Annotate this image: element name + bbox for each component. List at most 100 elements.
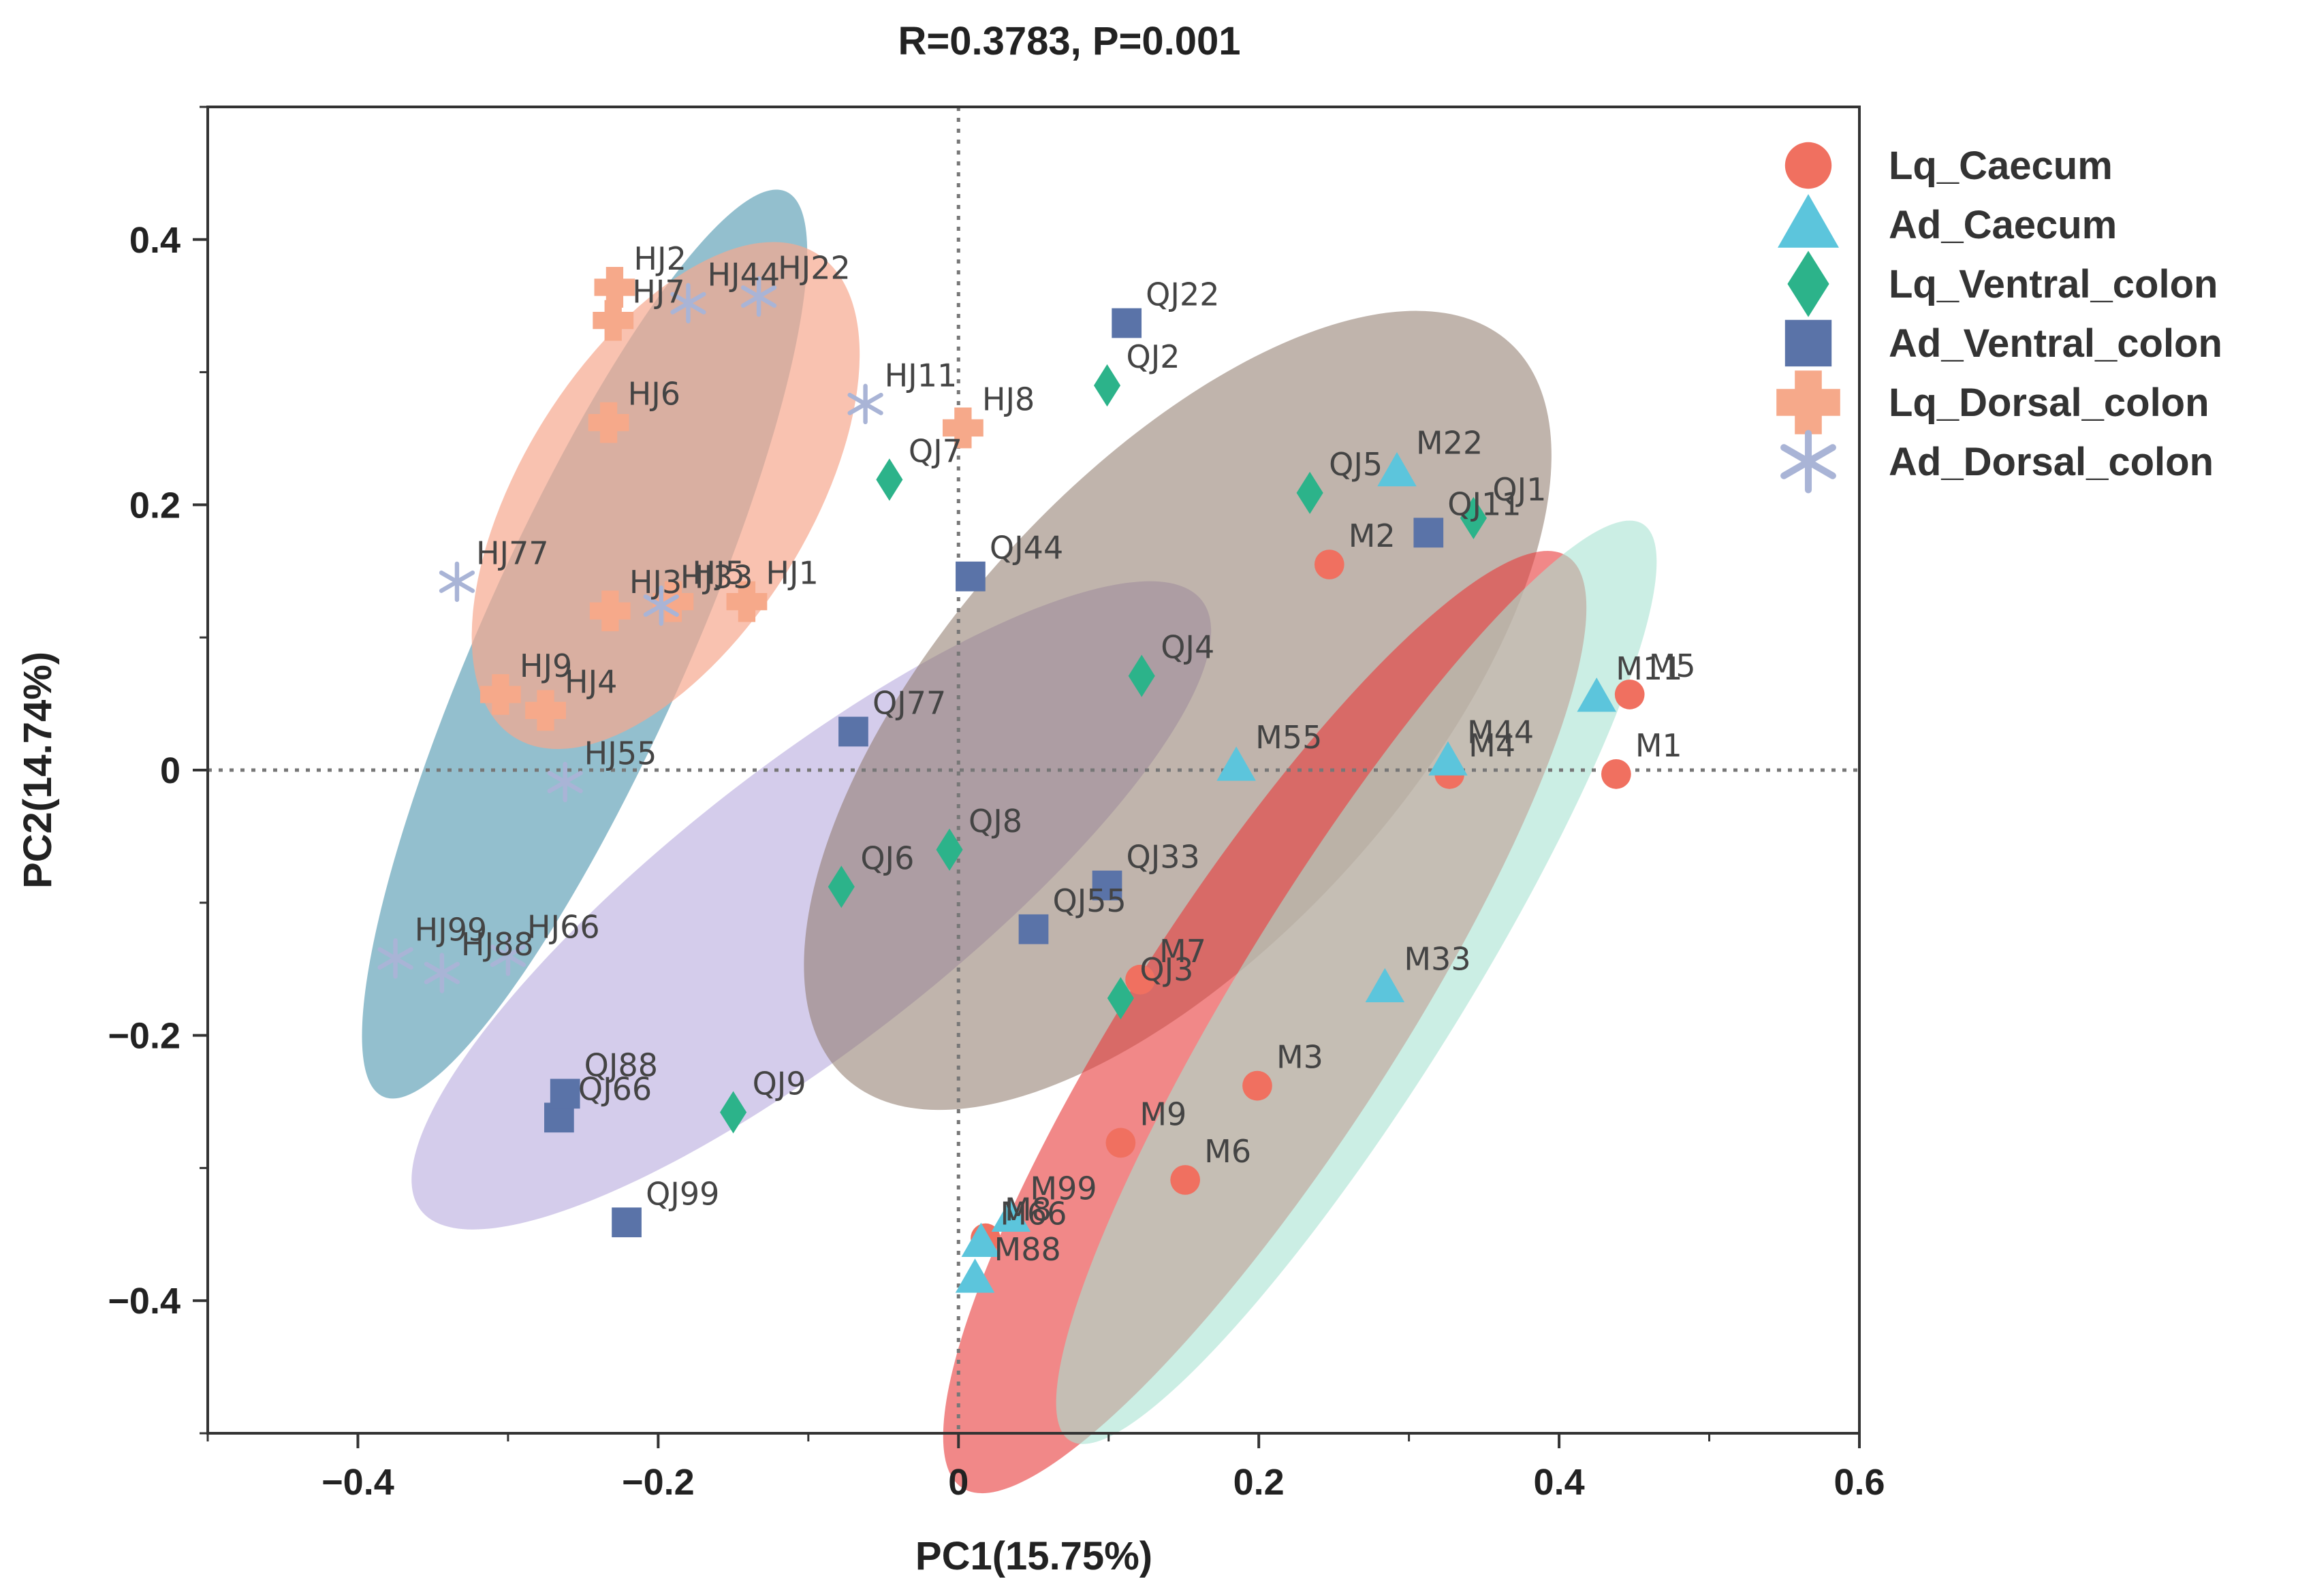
point-lq-caecum [1125, 964, 1155, 995]
point-lq-caecum [1614, 680, 1645, 709]
point-label: QJ99 [646, 1175, 719, 1212]
legend-marker-ad-dorsal-colon [1780, 430, 1836, 494]
point-lq-caecum [1105, 1128, 1136, 1158]
point-ad-ventral-colon [612, 1207, 642, 1238]
point-label: HJ7 [632, 274, 685, 310]
point-label: HJ8 [982, 381, 1035, 417]
point-ad-caecum [1377, 451, 1417, 487]
point-label: M7 [1159, 933, 1206, 970]
y-tick-label: 0.4 [129, 220, 180, 261]
point-lq-ventral-colon [1107, 977, 1134, 1020]
point-lq-ventral-colon [1296, 471, 1323, 514]
y-tick-label: −0.2 [108, 1016, 180, 1057]
point-lq-ventral-colon [876, 458, 903, 501]
plot-area: −0.4 −0.2 0 0.2 0.4 0.6 −0.4−0.200.20.4 M1M2M… [108, 106, 1885, 1503]
point-lq-ventral-colon [828, 865, 855, 908]
y-tick-label: 0.2 [129, 485, 180, 526]
legend-label: Lq_Caecum [1889, 144, 2113, 188]
point-ad-caecum [991, 1197, 1031, 1232]
point-lq-caecum [1242, 1070, 1272, 1101]
point-label: HJ88 [461, 926, 534, 963]
point-label: QJ5 [1329, 446, 1383, 483]
point-ad-ventral-colon [1112, 308, 1142, 338]
point-ad-dorsal-colon [847, 383, 883, 425]
x-tick-label: 0.4 [1534, 1462, 1585, 1503]
point-label: M33 [1404, 940, 1470, 977]
point-ad-caecum [1365, 968, 1405, 1003]
point-label: QJ11 [1447, 485, 1521, 522]
point-ad-caecum [1428, 741, 1468, 776]
point-label: QJ88 [584, 1047, 658, 1083]
point-label: HJ22 [778, 250, 851, 287]
legend-marker-lq-ventral-colon [1787, 251, 1829, 317]
point-label: M2 [1349, 517, 1396, 554]
point-label: M5 [1649, 648, 1696, 684]
point-label: HJ66 [527, 909, 600, 946]
point-lq-ventral-colon [1093, 364, 1121, 407]
x-tick-label: −0.2 [622, 1462, 695, 1503]
point-label: QJ22 [1146, 276, 1219, 313]
point-label: M1 [1635, 727, 1682, 764]
data-points [377, 267, 1645, 1293]
point-label: M8 [1005, 1192, 1052, 1228]
point-ad-dorsal-colon [439, 561, 475, 603]
x-tick-label: 0.6 [1834, 1462, 1885, 1503]
point-label: M6 [1204, 1133, 1251, 1170]
point-label: HJ55 [584, 735, 657, 772]
point-label: QJ33 [1127, 838, 1200, 875]
point-label: QJ9 [753, 1066, 806, 1102]
point-label: QJ8 [969, 803, 1022, 840]
y-axis-ticks: −0.4 −0.2 0 0.2 0.4 [108, 106, 208, 1435]
point-label: QJ3 [1139, 951, 1193, 988]
point-label: M66 [1000, 1195, 1067, 1232]
point-lq-caecum [1314, 549, 1344, 579]
point-lq-dorsal-colon [589, 590, 631, 632]
point-label: M55 [1255, 719, 1322, 756]
x-tick-label: −0.4 [321, 1462, 394, 1503]
legend-marker-lq-dorsal-colon [1776, 370, 1840, 434]
legend-marker-lq-caecum [1784, 142, 1832, 189]
point-label: QJ55 [1053, 882, 1127, 919]
x-axis-label: PC1(15.75%) [915, 1534, 1152, 1578]
point-lq-dorsal-colon [652, 581, 694, 622]
ellipse-lq-dorsal-colon [471, 242, 860, 750]
point-label: M44 [1467, 714, 1534, 750]
point-label: M11 [1616, 650, 1682, 687]
legend-label: Ad_Caecum [1889, 203, 2117, 247]
reference-lines [208, 107, 1859, 1433]
point-label: QJ6 [860, 840, 914, 876]
point-label: QJ7 [909, 432, 962, 469]
point-ad-dorsal-colon [643, 585, 679, 626]
group-ellipses [362, 189, 1657, 1494]
point-label: QJ66 [578, 1070, 652, 1107]
point-lq-ventral-colon [720, 1091, 747, 1134]
ellipse-lq-ventral-colon [804, 310, 1552, 1111]
point-ad-caecum [1216, 746, 1256, 781]
point-lq-dorsal-colon [525, 690, 566, 731]
point-label: HJ5 [692, 555, 744, 592]
point-label: QJ44 [990, 530, 1063, 566]
point-ad-ventral-colon [1018, 914, 1049, 944]
point-label: HJ77 [476, 534, 549, 571]
point-label: HJ9 [520, 648, 572, 684]
point-label: QJ1 [1492, 471, 1546, 508]
point-label: HJ6 [628, 376, 680, 413]
legend-label: Ad_Ventral_colon [1889, 321, 2222, 366]
point-lq-dorsal-colon [593, 300, 634, 341]
point-label: M4 [1468, 727, 1515, 764]
point-label: HJ2 [633, 240, 686, 277]
y-axis-label: PC2(14.74%) [16, 652, 60, 889]
chart-title: R=0.3783, P=0.001 [898, 19, 1240, 63]
x-tick-label: 0 [948, 1462, 969, 1503]
point-ad-ventral-colon [956, 561, 986, 592]
legend-label: Lq_Ventral_colon [1889, 262, 2218, 306]
point-label: HJ3 [629, 564, 682, 601]
point-lq-ventral-colon [1128, 654, 1155, 697]
y-tick-label: −0.4 [108, 1281, 180, 1322]
point-ad-dorsal-colon [740, 276, 777, 317]
point-label: M99 [1030, 1170, 1097, 1207]
point-label: HJ99 [415, 912, 488, 948]
point-ad-ventral-colon [838, 716, 868, 747]
